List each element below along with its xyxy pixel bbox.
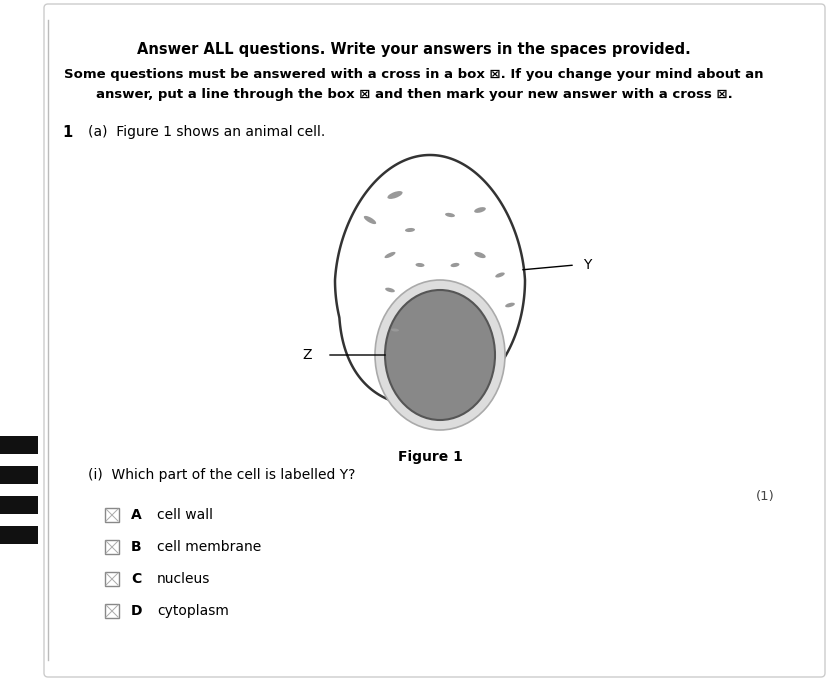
Ellipse shape — [474, 207, 485, 213]
FancyBboxPatch shape — [44, 4, 824, 677]
Bar — [105, 540, 119, 554]
Text: (1): (1) — [755, 490, 774, 503]
Polygon shape — [335, 155, 524, 405]
Ellipse shape — [474, 252, 485, 258]
Text: Z: Z — [302, 348, 311, 362]
Bar — [0, 496, 38, 514]
Text: Y: Y — [582, 258, 590, 272]
Ellipse shape — [387, 191, 402, 199]
Text: D: D — [131, 604, 142, 618]
Text: Answer ALL questions. Write your answers in the spaces provided.: Answer ALL questions. Write your answers… — [137, 42, 690, 57]
Text: A: A — [131, 508, 142, 522]
Ellipse shape — [504, 303, 514, 307]
Text: cytoplasm: cytoplasm — [156, 604, 229, 618]
Text: answer, put a line through the box ⊠ and then mark your new answer with a cross : answer, put a line through the box ⊠ and… — [95, 88, 731, 101]
Ellipse shape — [391, 328, 398, 332]
Ellipse shape — [445, 213, 455, 217]
Ellipse shape — [494, 273, 504, 277]
Text: 1: 1 — [62, 125, 72, 140]
Bar — [0, 526, 38, 544]
Text: cell membrane: cell membrane — [156, 540, 261, 554]
Bar — [105, 508, 119, 522]
Bar — [105, 604, 119, 618]
Text: Figure 1: Figure 1 — [397, 450, 462, 464]
Ellipse shape — [374, 280, 504, 430]
Ellipse shape — [385, 288, 394, 292]
Bar — [0, 466, 38, 484]
Bar — [0, 436, 38, 454]
Text: cell wall: cell wall — [156, 508, 213, 522]
Text: Some questions must be answered with a cross in a box ⊠. If you change your mind: Some questions must be answered with a c… — [65, 68, 763, 81]
Bar — [105, 572, 119, 586]
Ellipse shape — [405, 228, 415, 232]
Ellipse shape — [384, 252, 395, 258]
Ellipse shape — [363, 216, 376, 224]
Ellipse shape — [450, 263, 459, 267]
Ellipse shape — [384, 290, 494, 420]
Text: C: C — [131, 572, 141, 586]
Text: (i)  Which part of the cell is labelled Y?: (i) Which part of the cell is labelled Y… — [88, 468, 355, 482]
Text: nucleus: nucleus — [156, 572, 210, 586]
Ellipse shape — [415, 263, 424, 267]
Text: (a)  Figure 1 shows an animal cell.: (a) Figure 1 shows an animal cell. — [88, 125, 325, 139]
Text: B: B — [131, 540, 142, 554]
